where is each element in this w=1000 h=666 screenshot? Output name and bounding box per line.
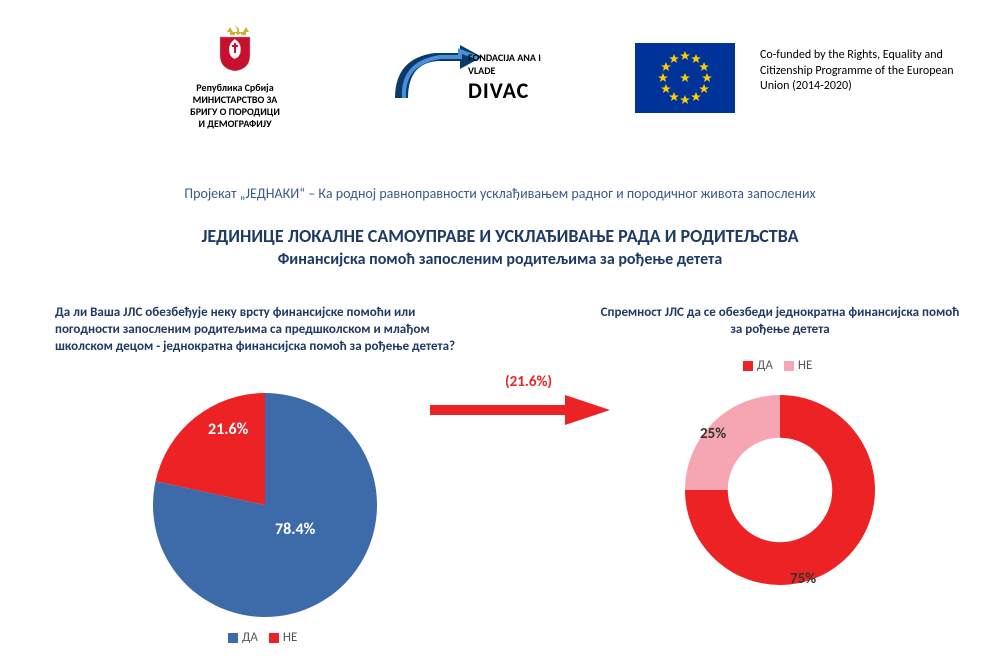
logo-rs-ministry: Република Србија МИНИСТАРСТВО ЗА БРИГУ О… bbox=[170, 23, 300, 130]
left-legend: ДА НЕ bbox=[220, 630, 297, 645]
pie-label-ne: 21.6% bbox=[208, 420, 248, 439]
right-donut-chart bbox=[680, 390, 880, 590]
header: Република Србија МИНИСТАРСТВО ЗА БРИГУ О… bbox=[0, 18, 1000, 158]
left-pie-chart bbox=[150, 390, 380, 620]
legend-swatch-da bbox=[228, 633, 238, 643]
serbia-crest-icon bbox=[210, 23, 260, 73]
page: Република Србија МИНИСТАРСТВО ЗА БРИГУ О… bbox=[0, 0, 1000, 666]
left-question: Да ли Ваша ЈЛС обезбеђује неку врсту фин… bbox=[55, 305, 475, 356]
legend-label-ne-right: НЕ bbox=[798, 358, 812, 373]
sub-title: Финансијска помоћ запосленим родитељима … bbox=[0, 250, 1000, 269]
right-question: Спремност ЈЛС да се обезбеди једнократна… bbox=[600, 305, 960, 339]
legend-swatch-ne bbox=[269, 633, 279, 643]
eu-flag-icon bbox=[635, 43, 735, 113]
arrow-annotation: (21.6%) bbox=[505, 373, 552, 391]
logo-eu-flag bbox=[635, 43, 735, 113]
donut-label-da: 75% bbox=[790, 570, 816, 588]
legend-swatch-ne-right bbox=[784, 361, 794, 371]
legend-label-da-right: ДА bbox=[757, 358, 773, 373]
pie-label-da: 78.4% bbox=[275, 520, 315, 539]
legend-label-ne: НЕ bbox=[283, 630, 297, 645]
logo-divac: FONDACIJA ANA I VLADE DIVAC bbox=[390, 43, 570, 113]
arrow-icon bbox=[430, 395, 610, 425]
divac-small-line: FONDACIJA ANA I VLADE bbox=[468, 51, 570, 77]
legend-swatch-da-right bbox=[743, 361, 753, 371]
right-legend: ДА НЕ bbox=[735, 358, 812, 373]
legend-label-da: ДА bbox=[242, 630, 258, 645]
divac-brand: DIVAC bbox=[468, 77, 570, 104]
pie-chart-svg bbox=[150, 390, 380, 620]
rs-ministry-line4: И ДЕМОГРАФИЈУ bbox=[170, 118, 300, 130]
donut-label-ne: 25% bbox=[700, 425, 726, 443]
donut-chart-svg bbox=[680, 390, 880, 590]
eu-funding-text: Co-funded by the Rights, Equality and Ci… bbox=[760, 48, 970, 95]
main-title: ЈЕДИНИЦЕ ЛОКАЛНЕ САМОУПРАВЕ И УСКЛАЂИВАЊ… bbox=[0, 225, 1000, 247]
project-line: Пројекат „ЈЕДНАКИ“ – Ка родној равноправ… bbox=[0, 185, 1000, 202]
